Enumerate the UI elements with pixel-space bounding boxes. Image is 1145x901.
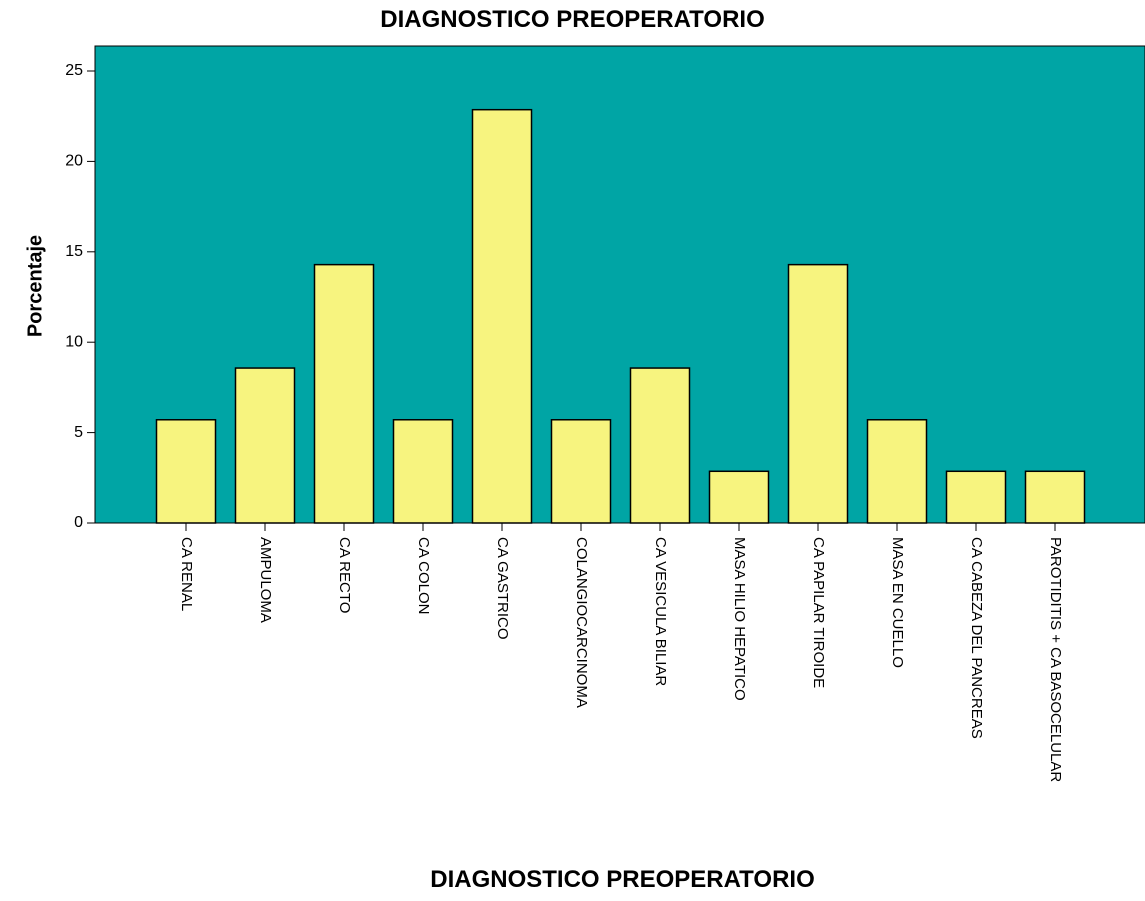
x-category-label: AMPULOMA bbox=[257, 537, 274, 623]
x-category-label: PAROTIDITIS + CA BASOCELULAR bbox=[1047, 537, 1064, 782]
bar-ca-cabeza-del-pancreas bbox=[945, 470, 1007, 524]
x-category-label: MASA EN CUELLO bbox=[889, 537, 906, 668]
x-axis-title: DIAGNOSTICO PREOPERATORIO bbox=[430, 866, 815, 893]
bar-ampuloma bbox=[234, 367, 296, 524]
x-category-label: CA CABEZA DEL PANCREAS bbox=[968, 537, 985, 739]
bar-ca-renal bbox=[155, 419, 217, 524]
y-tick-label: 20 bbox=[65, 153, 83, 170]
chart-title: DIAGNOSTICO PREOPERATORIO bbox=[380, 6, 765, 33]
bar-ca-colon bbox=[392, 419, 454, 524]
y-tick-label: 5 bbox=[74, 424, 83, 441]
x-category-labels: CA RENAL AMPULOMA CA RECTO CA COLON CA GASTR… bbox=[178, 523, 1064, 782]
x-category-label: CA PAPILAR TIROIDE bbox=[810, 537, 827, 688]
x-category-label: CA RECTO bbox=[336, 537, 353, 613]
y-tick-label: 15 bbox=[65, 243, 83, 260]
bar-colangiocarcinoma bbox=[550, 419, 612, 524]
bar-ca-papilar-tiroide bbox=[787, 263, 849, 524]
x-category-label: MASA HILIO HEPATICO bbox=[731, 537, 748, 701]
x-category-label: CA VESICULA BILIAR bbox=[652, 537, 669, 686]
y-axis: 0 5 10 15 20 25 bbox=[65, 46, 96, 531]
x-category-label: CA GASTRICO bbox=[494, 537, 511, 640]
x-category-label: COLANGIOCARCINOMA bbox=[573, 537, 590, 708]
bar-ca-recto bbox=[313, 263, 375, 524]
x-category-label: CA COLON bbox=[415, 537, 432, 615]
bar-masa-en-cuello bbox=[866, 419, 928, 524]
y-tick-label: 25 bbox=[65, 62, 83, 79]
bar-ca-vesicula-biliar bbox=[629, 367, 691, 524]
bar-masa-hilio-hepatico bbox=[708, 470, 770, 524]
bar-parotiditis-ca-basocelular bbox=[1024, 470, 1086, 524]
y-tick-label: 10 bbox=[65, 333, 83, 350]
bar-ca-gastrico bbox=[471, 108, 533, 524]
y-tick-label: 0 bbox=[74, 514, 83, 531]
x-category-label: CA RENAL bbox=[178, 537, 195, 611]
